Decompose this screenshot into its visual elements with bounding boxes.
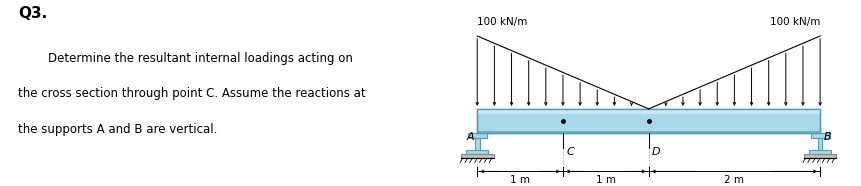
Bar xyxy=(809,133,828,138)
Bar xyxy=(466,150,488,154)
Bar xyxy=(474,138,479,150)
Bar xyxy=(808,150,830,154)
Text: 1 m: 1 m xyxy=(510,175,530,185)
Bar xyxy=(803,154,835,158)
Text: A: A xyxy=(466,132,474,142)
Text: the cross section through point C. Assume the reactions at: the cross section through point C. Assum… xyxy=(18,87,365,100)
Text: 1 m: 1 m xyxy=(595,175,615,185)
Bar xyxy=(477,109,819,133)
Text: the supports A and B are vertical.: the supports A and B are vertical. xyxy=(18,123,217,136)
Bar xyxy=(468,133,486,138)
Bar xyxy=(477,109,819,133)
Bar xyxy=(477,131,819,133)
Text: Determine the resultant internal loadings acting on: Determine the resultant internal loading… xyxy=(18,52,352,65)
Bar xyxy=(477,109,819,114)
Text: 2 m: 2 m xyxy=(723,175,744,185)
Text: B: B xyxy=(822,132,830,142)
Text: Q3.: Q3. xyxy=(18,6,47,21)
Bar xyxy=(817,138,821,150)
Text: 100 kN/m: 100 kN/m xyxy=(477,17,527,27)
Text: 100 kN/m: 100 kN/m xyxy=(769,17,819,27)
Bar xyxy=(461,154,493,158)
Text: C: C xyxy=(566,147,573,157)
Text: D: D xyxy=(652,147,660,157)
